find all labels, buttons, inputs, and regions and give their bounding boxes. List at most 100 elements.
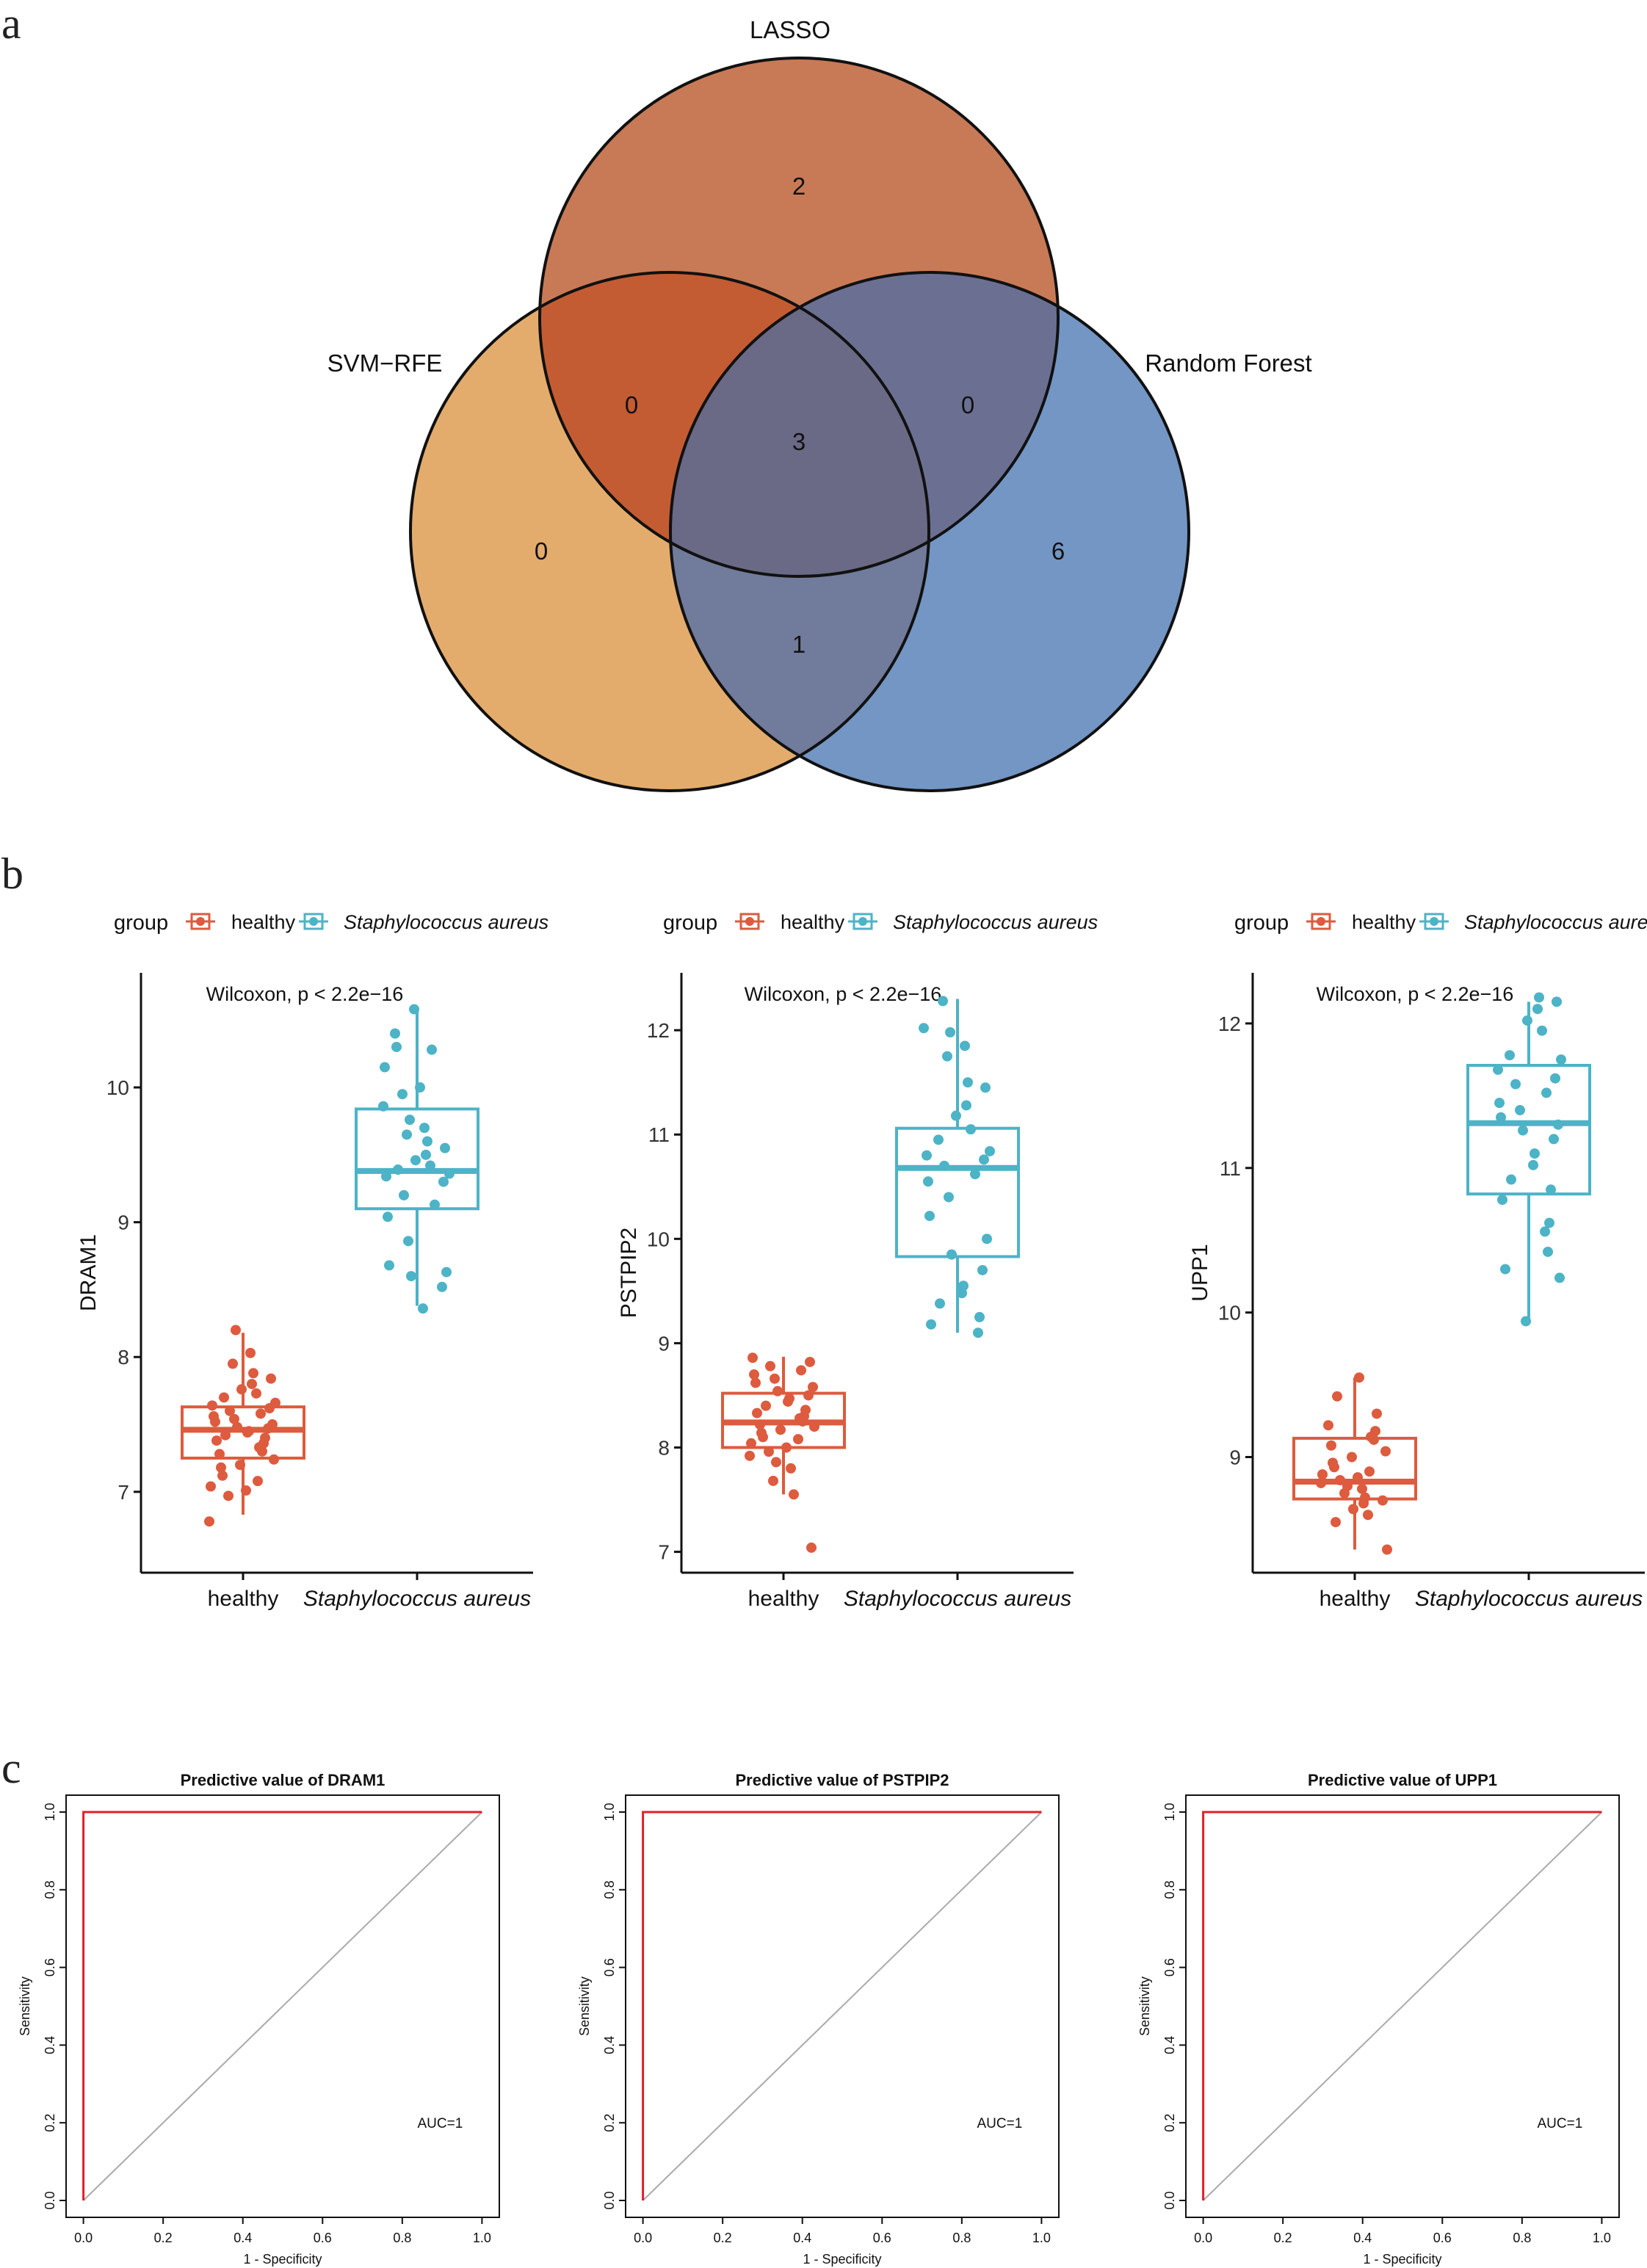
- legend-key-dot-1: [858, 917, 867, 926]
- data-point: [772, 1385, 783, 1396]
- data-point: [1348, 1504, 1358, 1515]
- data-point: [1323, 1420, 1333, 1431]
- legend-key-box-1: [1424, 913, 1444, 930]
- legend-key-box-0: [739, 913, 760, 930]
- data-point: [924, 1211, 935, 1222]
- data-point: [207, 1400, 217, 1411]
- data-point: [397, 1089, 408, 1100]
- data-point: [1537, 1025, 1547, 1036]
- legend-label-1: Staphylococcus aureus: [1464, 911, 1647, 933]
- data-point: [961, 1100, 971, 1111]
- legend-key-box-0: [190, 913, 211, 930]
- data-point: [409, 1004, 419, 1015]
- legend-key-box-1: [303, 913, 324, 930]
- data-point: [923, 1176, 933, 1187]
- diagonal-reference-line: [642, 1811, 1043, 2201]
- data-point: [241, 1485, 251, 1496]
- data-point: [211, 1435, 222, 1446]
- x-tick-label-3: 0.6: [1433, 2231, 1452, 2245]
- data-point: [430, 1199, 440, 1210]
- x-tick-label-1: Staphylococcus aureus: [303, 1587, 531, 1611]
- data-point: [1541, 1087, 1552, 1098]
- roc-curve: [1202, 1811, 1602, 2200]
- data-point: [223, 1490, 234, 1501]
- data-point: [1553, 1119, 1563, 1130]
- y-tick-label-0: 0.0: [1162, 2191, 1177, 2209]
- panel-label-b: b: [1, 849, 23, 898]
- y-tick-label-0: 7: [117, 1481, 129, 1504]
- legend-key-dot-0: [196, 917, 205, 926]
- data-point: [383, 1211, 393, 1222]
- data-point: [231, 1325, 241, 1336]
- box-1: [895, 1126, 1020, 1258]
- data-point: [209, 1411, 219, 1422]
- data-point: [253, 1476, 263, 1487]
- data-point: [958, 1280, 969, 1291]
- y-tick-label-2: 9: [117, 1211, 129, 1234]
- data-point: [963, 1077, 973, 1088]
- roc-dram1: Predictive value of DRAM1 0.0 0.0 0.2 0.2 0.4…: [18, 1771, 500, 2267]
- data-point: [1552, 996, 1562, 1007]
- box-1: [355, 1107, 479, 1211]
- data-point: [1521, 1316, 1531, 1327]
- data-point: [393, 1164, 403, 1175]
- data-point: [378, 1101, 388, 1112]
- data-point: [974, 1311, 985, 1322]
- data-point: [748, 1352, 758, 1363]
- legend-title: group: [663, 911, 717, 935]
- data-point: [926, 1319, 936, 1330]
- data-point: [256, 1408, 266, 1419]
- data-point: [765, 1361, 775, 1372]
- x-tick-label-3: 0.6: [314, 2231, 332, 2245]
- data-point: [405, 1115, 415, 1126]
- data-point: [437, 1281, 447, 1292]
- data-point: [771, 1457, 781, 1468]
- data-point: [236, 1384, 247, 1395]
- x-tick-label-1: Staphylococcus aureus: [1415, 1587, 1643, 1611]
- legend-label-1: Staphylococcus aureus: [344, 911, 549, 933]
- data-point: [244, 1426, 254, 1437]
- wilcoxon-annotation: Wilcoxon, p < 2.2e−16: [206, 983, 404, 1005]
- legend-label-0: healthy: [781, 911, 845, 933]
- data-point: [939, 1160, 949, 1171]
- data-point: [419, 1123, 430, 1134]
- data-point: [269, 1454, 279, 1465]
- plot-frame: [625, 1794, 1060, 2218]
- data-point: [761, 1400, 771, 1411]
- data-point: [204, 1516, 214, 1527]
- y-tick-label-1: 8: [117, 1346, 129, 1369]
- legend-label-0: healthy: [231, 911, 296, 933]
- legend-key-dot-0: [745, 917, 754, 926]
- data-point: [752, 1407, 762, 1419]
- wilcoxon-annotation: Wilcoxon, p < 2.2e−16: [1317, 983, 1514, 1005]
- y-tick-label-2: 0.4: [602, 2036, 617, 2054]
- venn-count-lasso-rf: 0: [961, 391, 974, 419]
- data-point: [1550, 1073, 1560, 1084]
- legend-title: group: [1234, 911, 1289, 935]
- data-point: [786, 1463, 796, 1474]
- data-point: [1316, 1477, 1326, 1488]
- venn-diagram: LASSO SVM−RFE Random Forest 2 0 0 3 0 6 …: [327, 16, 1312, 792]
- data-point: [399, 1189, 409, 1200]
- data-point: [1556, 1054, 1566, 1065]
- data-point: [935, 1298, 945, 1309]
- data-point: [1342, 1480, 1353, 1491]
- data-point: [809, 1421, 819, 1432]
- data-point: [938, 996, 948, 1007]
- data-point: [217, 1470, 228, 1481]
- x-tick-label-1: Staphylococcus aureus: [844, 1587, 1071, 1611]
- data-point: [444, 1168, 455, 1179]
- y-tick-label-4: 0.8: [602, 1880, 617, 1899]
- legend-label-1: Staphylococcus aureus: [893, 911, 1098, 933]
- data-point: [1540, 1226, 1550, 1237]
- data-point: [789, 1489, 799, 1500]
- data-point: [391, 1041, 402, 1052]
- data-point: [415, 1082, 425, 1093]
- y-axis-label: Sensitivity: [577, 1977, 592, 2036]
- x-tick-label-4: 0.8: [952, 2231, 971, 2245]
- venn-set-label-lasso: LASSO: [750, 16, 830, 43]
- data-point: [1332, 1391, 1342, 1402]
- boxplot-upp1: group healthy Staphylococcus aureus 9 10 11 12…: [1188, 911, 1647, 1611]
- boxplot-pstpip2: group healthy Staphylococcus aureus 7 8 9 10 11…: [617, 911, 1098, 1611]
